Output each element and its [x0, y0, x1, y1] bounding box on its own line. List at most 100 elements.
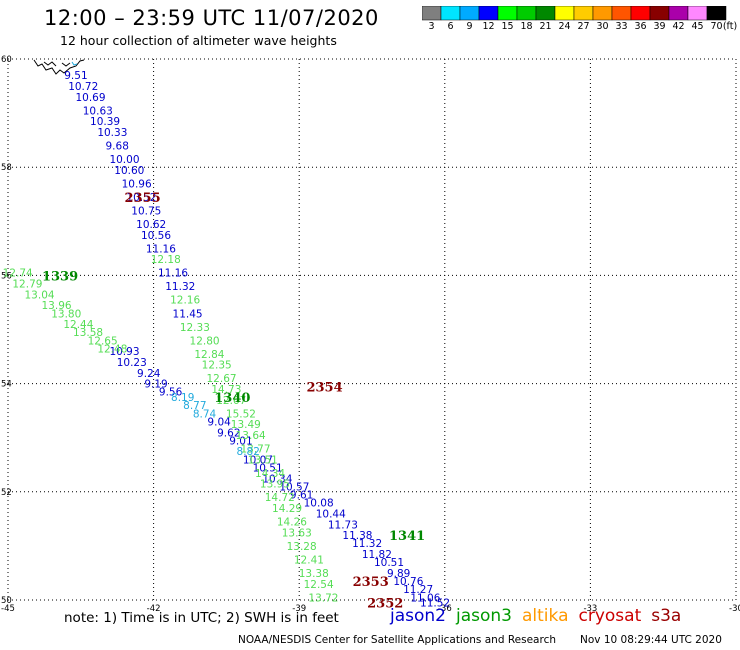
wave-height-label: 10.44: [316, 508, 346, 520]
pass-labels: 2355 1339 1340 2354 1341 2353 2352: [42, 191, 425, 612]
y-tick-label: 58: [1, 163, 12, 173]
wave-height-label: 11.45: [173, 308, 203, 320]
wave-height-label: 9.51: [64, 70, 87, 82]
wave-height-label: 12.54: [304, 579, 334, 591]
wave-height-label: 12.74: [3, 268, 33, 280]
wave-height-label: 11.82: [362, 549, 392, 561]
wave-height-label: 12.35: [202, 360, 232, 372]
wave-height-label: 12.79: [12, 279, 42, 291]
wave-height-label: 10.62: [136, 219, 166, 231]
wave-height-label: 14.26: [277, 517, 307, 529]
wave-height-label: 10.07: [243, 454, 273, 466]
y-tick-label: 52: [1, 488, 12, 498]
coastline-segment: [43, 61, 71, 67]
color-scale-label: 70: [710, 21, 723, 32]
wave-height-label: 8.82: [237, 446, 260, 458]
wave-height-label: 9.24: [137, 368, 161, 380]
wave-height-label: 13.80: [51, 308, 81, 320]
wave-height-label: 13.04: [25, 289, 55, 301]
wave-height-label: 13.72: [308, 592, 338, 604]
x-tick-label: -45: [1, 604, 15, 614]
pass-time-label: 2352: [367, 597, 403, 612]
wave-height-label: 9.61: [290, 490, 313, 502]
footnote: note: 1) Time is in UTC; 2) SWH is in fe…: [64, 610, 339, 626]
wave-height-label: 10.39: [90, 116, 120, 128]
y-tick-label: 56: [1, 271, 12, 281]
pass-time-label: 2353: [353, 575, 389, 590]
wave-height-label: 9.62: [217, 427, 240, 439]
wave-height-label: 11.16: [158, 268, 188, 280]
wave-height-label: 10.51: [374, 557, 404, 569]
wave-height-label: 8.19: [171, 392, 194, 404]
wave-height-label: 10.76: [393, 576, 423, 588]
legend-entry-cryosat: cryosat: [578, 606, 642, 626]
y-tick-label: 54: [1, 380, 12, 390]
wave-height-label: 10.93: [109, 346, 139, 358]
wave-height-label: 14.72: [265, 492, 295, 504]
pass-time-label: 1340: [214, 391, 250, 406]
wave-height-label: 10.69: [75, 92, 105, 104]
wave-height-label: 10.34: [262, 473, 292, 485]
x-tick-label: -30: [729, 604, 740, 614]
color-scale-label: 15: [501, 21, 514, 32]
color-scale-label: 3: [428, 21, 435, 32]
coastline-segment: [33, 59, 85, 75]
coastline: [33, 59, 85, 75]
wave-height-label: 13.49: [231, 419, 261, 431]
wave-height-label: 13.51: [248, 454, 278, 466]
wave-height-label: 10.72: [68, 81, 98, 93]
wave-height-label: 12.44: [63, 319, 93, 331]
wave-height-label: 9.04: [207, 416, 231, 428]
wave-height-label: 15.52: [226, 408, 256, 420]
wave-height-label: 11.16: [146, 243, 176, 255]
color-scale-label: (ft): [722, 21, 738, 32]
x-tick-label: -39: [292, 604, 306, 614]
wave-height-label: 12.18: [151, 254, 181, 266]
legend-entry-jason2: jason2: [390, 606, 446, 626]
color-scale-label: 39: [653, 21, 666, 32]
wave-height-label: 12.67: [216, 395, 246, 407]
wave-height-label: 14.73: [211, 384, 241, 396]
pass-time-label: 2354: [306, 380, 342, 395]
pass-time-label: 2355: [124, 191, 160, 206]
wave-height-label: 9.89: [387, 568, 410, 580]
wave-height-label: 12.41: [294, 554, 324, 566]
map-grid: [8, 59, 736, 600]
color-scale-label: 42: [672, 21, 685, 32]
coastline-segment: [71, 61, 78, 66]
color-scale-label: 30: [596, 21, 609, 32]
wave-height-label: 14.34: [255, 468, 285, 480]
page-title: 12:00 – 23:59 UTC 11/07/2020: [44, 6, 379, 30]
color-scale-label: 33: [615, 21, 628, 32]
wave-height-label: 8.74: [193, 408, 217, 420]
wave-height-label: 11.27: [403, 584, 433, 596]
map-frame: [7, 58, 737, 601]
pass-time-label: 1339: [42, 269, 78, 284]
wave-height-label: 13.95: [260, 479, 290, 491]
wave-height-label: 10.75: [131, 205, 161, 217]
color-scale-labels: 3 6 9 12 15 18 21 24 27 30 33 36 39 42 45 70 (ft): [422, 21, 740, 35]
wave-height-label: 12.16: [170, 295, 200, 307]
wave-height-label: 11.52: [420, 598, 450, 610]
color-scale-bar: [422, 6, 727, 21]
wave-height-label: 13.77: [240, 444, 270, 456]
wave-height-label: 10.60: [114, 165, 144, 177]
wave-height-label: 14.29: [272, 503, 302, 515]
wave-height-label: 11.32: [165, 281, 195, 293]
wave-height-label: 12.84: [194, 349, 224, 361]
wave-height-label: 12.80: [190, 335, 220, 347]
wave-height-label: 13.64: [236, 430, 266, 442]
wave-height-label: 11.06: [410, 592, 440, 604]
wave-height-label: 11.32: [352, 538, 382, 550]
wave-height-label: 13.96: [42, 300, 72, 312]
wave-height-label: 9.19: [144, 379, 167, 391]
color-scale-label: 12: [482, 21, 495, 32]
legend-entry-altika: altika: [522, 606, 569, 626]
wave-height-label: 13.38: [299, 568, 329, 580]
wave-height-label: 10.63: [83, 105, 113, 117]
wave-height-label: 10.57: [279, 481, 309, 493]
color-scale-label: 18: [520, 21, 533, 32]
x-tick-label: -33: [583, 604, 597, 614]
